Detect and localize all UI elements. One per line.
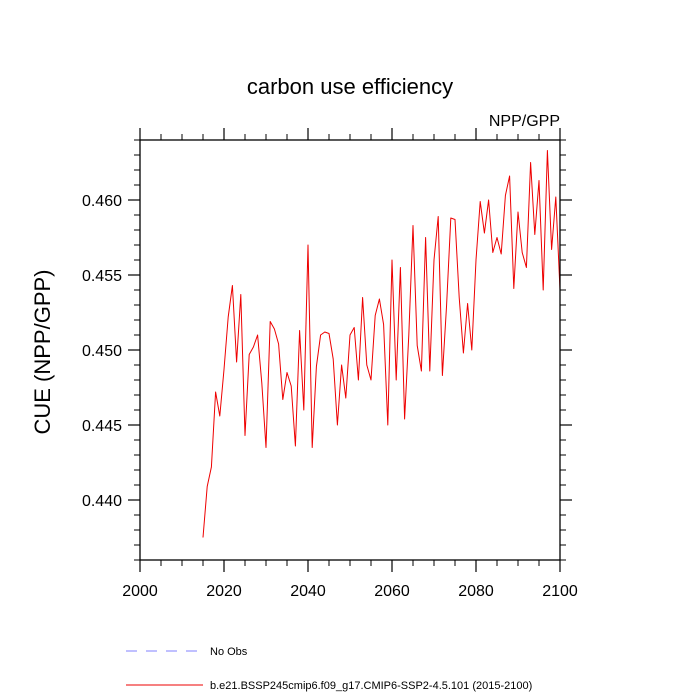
x-tick-label: 2100 bbox=[542, 583, 578, 600]
legend-label-model: b.e21.BSSP245cmip6.f09_g17.CMIP6-SSP2-4.… bbox=[210, 680, 532, 692]
y-tick-label: 0.445 bbox=[82, 418, 122, 435]
plot-frame bbox=[139, 139, 561, 561]
y-tick-label: 0.450 bbox=[82, 343, 122, 360]
y-axis-label: CUE (NPP/GPP) bbox=[30, 269, 55, 434]
x-tick-label: 2020 bbox=[206, 583, 242, 600]
y-tick-label: 0.455 bbox=[82, 268, 122, 285]
y-tick-label: 0.440 bbox=[82, 493, 122, 510]
series-line-model bbox=[202, 150, 561, 538]
y-tick-label: 0.460 bbox=[82, 193, 122, 210]
x-tick-label: 2000 bbox=[122, 583, 158, 600]
chart-title: carbon use efficiency bbox=[247, 74, 453, 99]
legend-label-no-obs: No Obs bbox=[210, 646, 248, 658]
legend: No Obs b.e21.BSSP245cmip6.f09_g17.CMIP6-… bbox=[126, 646, 532, 692]
x-tick-label: 2040 bbox=[290, 583, 326, 600]
x-tick-label: 2080 bbox=[458, 583, 494, 600]
series-layer bbox=[202, 150, 561, 538]
x-tick-label: 2060 bbox=[374, 583, 410, 600]
chart-subtitle-right: NPP/GPP bbox=[489, 113, 560, 130]
axis-tick-labels: 2000 2020 2040 2060 2080 2100 0.440 0.445 0.450 0… bbox=[82, 193, 578, 600]
axis-ticks bbox=[128, 128, 572, 572]
